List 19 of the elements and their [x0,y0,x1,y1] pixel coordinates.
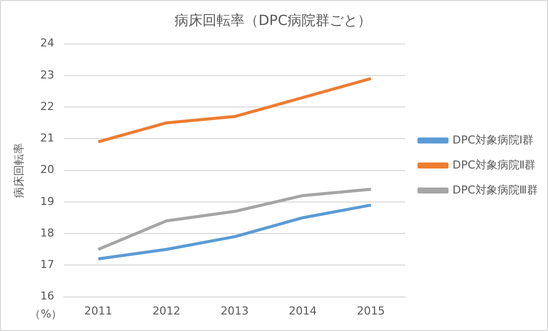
y-tick-label: 18 [40,226,54,240]
y-tick-label: 24 [40,36,54,50]
y-tick-label: 21 [40,132,54,145]
x-tick-label: 2012 [152,304,180,318]
x-tick-label: 2014 [288,304,317,318]
x-tick-label: 2013 [220,304,249,318]
y-axis-title: 病床回転率 [12,142,26,198]
y-tick-label: 17 [40,258,54,272]
text: （%） [30,308,62,321]
y-tick-label: 23 [40,68,54,82]
y-tick-label: 20 [40,163,54,176]
legend-label: DPC対象病院Ⅰ群 [452,133,534,146]
y-tick-label: 19 [40,194,54,208]
x-tick-label: 2015 [356,304,385,318]
legend-label: DPC対象病院Ⅱ群 [452,158,536,172]
x-tick-label: 2011 [84,304,112,318]
y-tick-label: 16 [40,290,54,303]
y-tick-label: 22 [40,100,54,113]
chart-title: 病床回転率（DPC病院群ごと） [174,13,372,30]
